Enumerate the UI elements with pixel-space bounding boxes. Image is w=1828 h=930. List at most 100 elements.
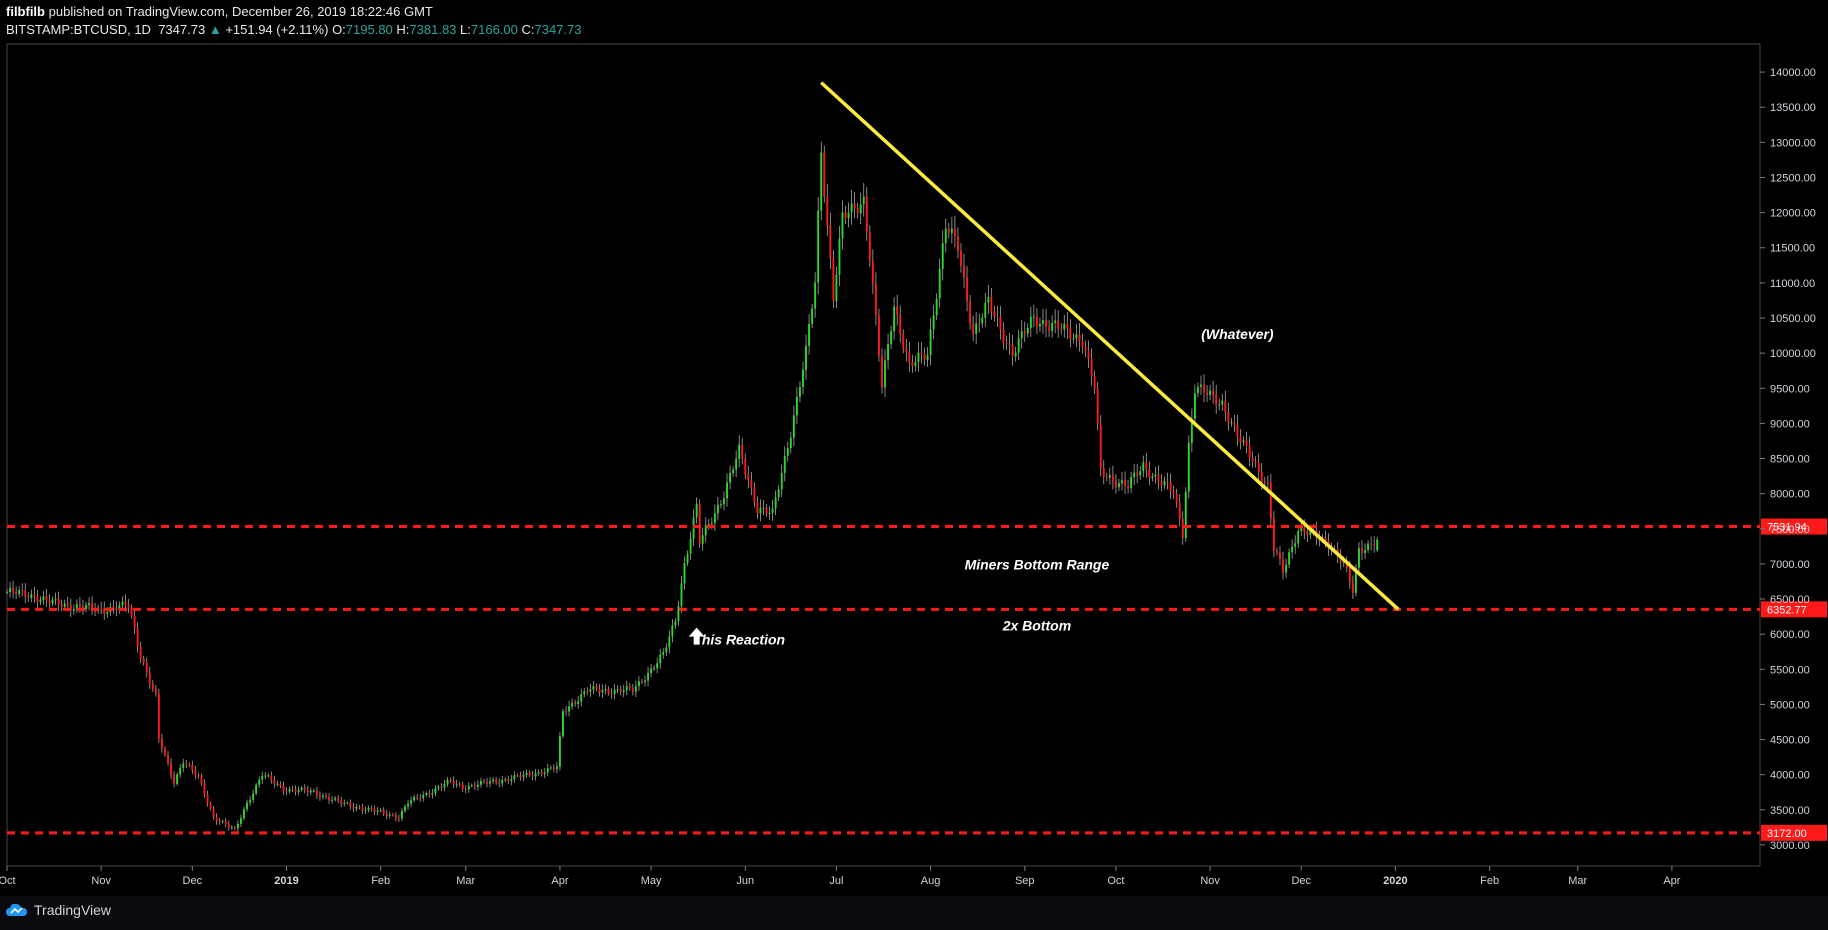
candle-body bbox=[1236, 424, 1239, 438]
candle-body bbox=[1045, 320, 1047, 328]
candle-body bbox=[592, 686, 595, 690]
candle-body bbox=[194, 770, 197, 776]
candle-body bbox=[683, 563, 686, 584]
candle-body bbox=[647, 673, 649, 681]
candle-body bbox=[862, 196, 865, 205]
tradingview-logo[interactable]: TradingView bbox=[6, 902, 111, 918]
candle-body bbox=[443, 784, 446, 788]
author-name[interactable]: filbfilb bbox=[6, 4, 45, 19]
candle-body bbox=[173, 775, 176, 785]
candle-body bbox=[1239, 437, 1242, 443]
candle-body bbox=[1054, 320, 1057, 323]
candle-body bbox=[446, 779, 449, 785]
candle-body bbox=[878, 315, 880, 356]
candle-body bbox=[665, 647, 668, 653]
level-price-tag bbox=[1761, 518, 1827, 535]
change-arrow: ▲ bbox=[208, 22, 222, 37]
candle-body bbox=[1163, 481, 1166, 486]
candle-body bbox=[1251, 457, 1254, 462]
candle-body bbox=[209, 803, 212, 809]
candle-body bbox=[911, 362, 914, 366]
candle-body bbox=[1339, 556, 1342, 563]
candle-body bbox=[1197, 386, 1199, 394]
candle-body bbox=[449, 779, 452, 781]
candle-body bbox=[461, 784, 464, 790]
annotation-text[interactable]: 2x Bottom bbox=[1002, 618, 1071, 634]
annotation-text[interactable]: (Whatever) bbox=[1201, 326, 1274, 342]
candle-body bbox=[531, 775, 534, 777]
candle-body bbox=[325, 795, 327, 797]
candle-body bbox=[1203, 384, 1205, 393]
x-tick-label: Mar bbox=[456, 875, 475, 887]
candle-body bbox=[504, 779, 507, 781]
candle-body bbox=[224, 821, 227, 825]
candle-body bbox=[458, 783, 461, 785]
candle-body bbox=[953, 228, 956, 236]
candle-body bbox=[674, 621, 677, 626]
candle-body bbox=[622, 690, 625, 693]
annotation-text[interactable]: Miners Bottom Range bbox=[965, 557, 1110, 573]
candle-body bbox=[239, 818, 242, 824]
candle-body bbox=[929, 329, 932, 355]
candle-body bbox=[252, 793, 255, 800]
candle-body bbox=[856, 207, 859, 214]
candle-body bbox=[258, 779, 261, 785]
candle-body bbox=[154, 688, 157, 694]
annotation-text[interactable]: This Reaction bbox=[693, 632, 785, 648]
price-axis[interactable]: 3000.00 3500.00 4000.00 4500.00 5000.00 5500.… bbox=[1760, 67, 1816, 852]
candle-body bbox=[176, 774, 179, 785]
candle-body bbox=[1023, 331, 1026, 334]
candle-body bbox=[428, 793, 431, 795]
candle-body bbox=[741, 444, 744, 459]
candle-body bbox=[786, 448, 789, 456]
candle-body bbox=[66, 603, 69, 606]
candle-body bbox=[27, 596, 30, 598]
open-value: 7195.80 bbox=[345, 22, 393, 37]
y-tick-label: 8000.00 bbox=[1770, 489, 1810, 501]
candle-body bbox=[1111, 475, 1114, 482]
candle-body bbox=[574, 702, 577, 705]
candle-body bbox=[1090, 358, 1093, 377]
candle-body bbox=[720, 504, 722, 506]
candle-body bbox=[1227, 411, 1230, 423]
x-tick-label: Apr bbox=[1663, 875, 1680, 887]
y-tick-label: 13000.00 bbox=[1770, 137, 1816, 149]
candle-body bbox=[562, 710, 564, 737]
candle-body bbox=[701, 535, 704, 544]
candle-body bbox=[501, 780, 504, 784]
candle-body bbox=[1212, 390, 1215, 395]
candle-body bbox=[537, 771, 540, 774]
candle-body bbox=[1057, 320, 1060, 329]
candle-body bbox=[1288, 552, 1291, 565]
arrow-up-icon[interactable] bbox=[688, 627, 705, 645]
candle-body bbox=[212, 808, 215, 817]
trendline[interactable] bbox=[820, 81, 1400, 611]
candle-body bbox=[920, 352, 923, 354]
candle-body bbox=[337, 798, 340, 801]
candle-body bbox=[580, 694, 583, 702]
candle-body bbox=[133, 616, 136, 629]
candle-body bbox=[1297, 531, 1300, 544]
candle-body bbox=[273, 780, 276, 784]
candle-body bbox=[865, 196, 868, 233]
candle-body bbox=[376, 810, 379, 812]
candle-body bbox=[713, 513, 716, 524]
candle-body bbox=[1026, 327, 1029, 334]
candle-body bbox=[464, 789, 467, 791]
candle-body bbox=[1230, 422, 1233, 424]
candle-body bbox=[732, 469, 735, 473]
candle-body bbox=[1005, 342, 1008, 344]
candle-body bbox=[750, 480, 753, 488]
candle-body bbox=[352, 806, 355, 809]
time-axis[interactable]: Oct Nov Dec 2019 Feb Mar Apr May Jun Jul Aug Sep Oct… bbox=[0, 866, 1681, 887]
candle-body bbox=[1263, 481, 1266, 483]
candle-body bbox=[1035, 316, 1038, 327]
candle-body bbox=[704, 525, 707, 536]
candle-body bbox=[227, 824, 230, 828]
symbol-label[interactable]: BITSTAMP:BTCUSD, 1D bbox=[6, 22, 151, 37]
candle-body bbox=[543, 772, 546, 774]
x-tick-label: May bbox=[641, 875, 662, 887]
candle-body bbox=[379, 810, 382, 812]
candle-body bbox=[1279, 552, 1281, 560]
